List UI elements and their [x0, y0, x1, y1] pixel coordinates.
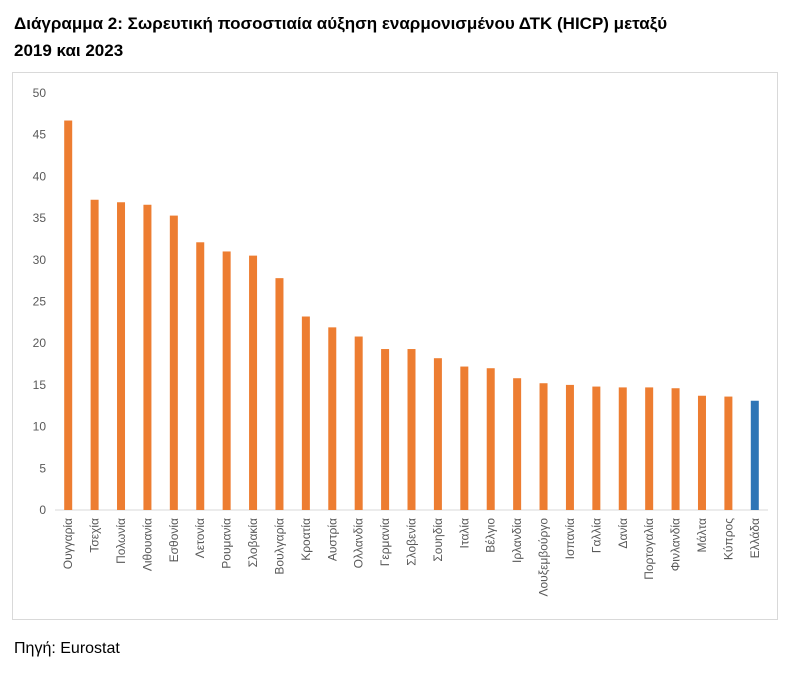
- y-tick-label: 0: [39, 503, 46, 517]
- chart-area: 0 5 10 15 20 25 30 35 40 45 50 Ουγγαρία Τσεχία Πολωνί…: [12, 72, 778, 620]
- y-tick-label: 35: [33, 211, 47, 225]
- x-tick-label: Σλοβενία: [405, 518, 419, 566]
- x-tick-label: Πορτογαλία: [642, 518, 656, 580]
- y-tick-label: 30: [33, 253, 47, 267]
- y-tick-label: 50: [33, 86, 47, 100]
- x-tick-label: Μάλτα: [695, 518, 709, 553]
- x-tick-label: Βέλγιο: [484, 518, 498, 553]
- x-tick-label: Τσεχία: [88, 518, 102, 553]
- source-note: Πηγή: Eurostat: [14, 640, 120, 657]
- bar: [328, 327, 337, 510]
- bar: [169, 215, 178, 510]
- y-tick-label: 45: [33, 128, 47, 142]
- x-tick-label: Αυστρία: [325, 518, 339, 561]
- x-tick-label: Ρουμανία: [220, 518, 234, 569]
- x-tick-label: Ιταλία: [457, 518, 471, 549]
- x-tick-label: Γερμανία: [378, 518, 392, 566]
- bar: [671, 388, 680, 510]
- bar: [539, 383, 548, 510]
- bar: [64, 120, 73, 510]
- y-tick-label: 5: [39, 461, 46, 475]
- x-tick-label: Βουλγαρία: [272, 518, 286, 575]
- x-tick-label: Λετονία: [193, 518, 207, 558]
- bar: [433, 358, 442, 510]
- bar: [750, 400, 759, 510]
- bar: [301, 316, 310, 510]
- bar: [117, 202, 126, 510]
- y-tick-label: 40: [33, 169, 47, 183]
- bar: [486, 368, 495, 510]
- y-tick-label: 15: [33, 378, 47, 392]
- x-tick-label: Λουξεμβούργο: [537, 518, 551, 597]
- bar: [196, 242, 205, 510]
- y-tick-label: 10: [33, 420, 47, 434]
- bar: [645, 387, 654, 510]
- x-tick-label: Ισπανία: [563, 518, 577, 559]
- bar: [249, 255, 258, 510]
- x-tick-label: Εσθονία: [167, 518, 181, 562]
- bar: [90, 199, 99, 510]
- bar: [275, 278, 284, 510]
- bar: [592, 386, 601, 510]
- x-tick-label: Φινλανδία: [669, 518, 683, 571]
- x-tick-label: Γαλλία: [589, 518, 603, 553]
- x-tick-label: Δανία: [616, 518, 630, 549]
- bar: [697, 395, 706, 510]
- x-tick-label: Πολωνία: [114, 518, 128, 564]
- bar: [724, 396, 733, 510]
- chart-title: Διάγραμμα 2: Σωρευτική ποσοστιαία αύξηση…: [14, 14, 668, 60]
- x-tick-label: Ουγγαρία: [61, 518, 75, 569]
- x-tick-label: Ολλανδία: [352, 518, 366, 568]
- y-tick-label: 20: [33, 336, 47, 350]
- bar: [143, 204, 152, 511]
- bar: [381, 349, 390, 510]
- bar: [618, 387, 627, 510]
- bar: [565, 384, 574, 510]
- x-tick-label: Ιρλανδία: [510, 518, 524, 563]
- y-tick-label: 25: [33, 295, 47, 309]
- x-tick-label: Ελλάδα: [748, 518, 762, 558]
- bar: [460, 366, 469, 510]
- bar: [513, 378, 522, 510]
- bar: [222, 251, 231, 510]
- bar: [407, 349, 416, 510]
- x-tick-label: Σλοβακία: [246, 518, 260, 567]
- x-tick-label: Κροατία: [299, 518, 313, 561]
- bar-chart: 0 5 10 15 20 25 30 35 40 45 50 Ουγγαρία Τσεχία Πολωνί…: [33, 86, 768, 597]
- x-tick-label: Λιθουανία: [140, 518, 154, 571]
- x-tick-label: Σουηδία: [431, 518, 445, 562]
- bar: [354, 336, 363, 510]
- x-tick-label: Κύπρος: [721, 518, 735, 560]
